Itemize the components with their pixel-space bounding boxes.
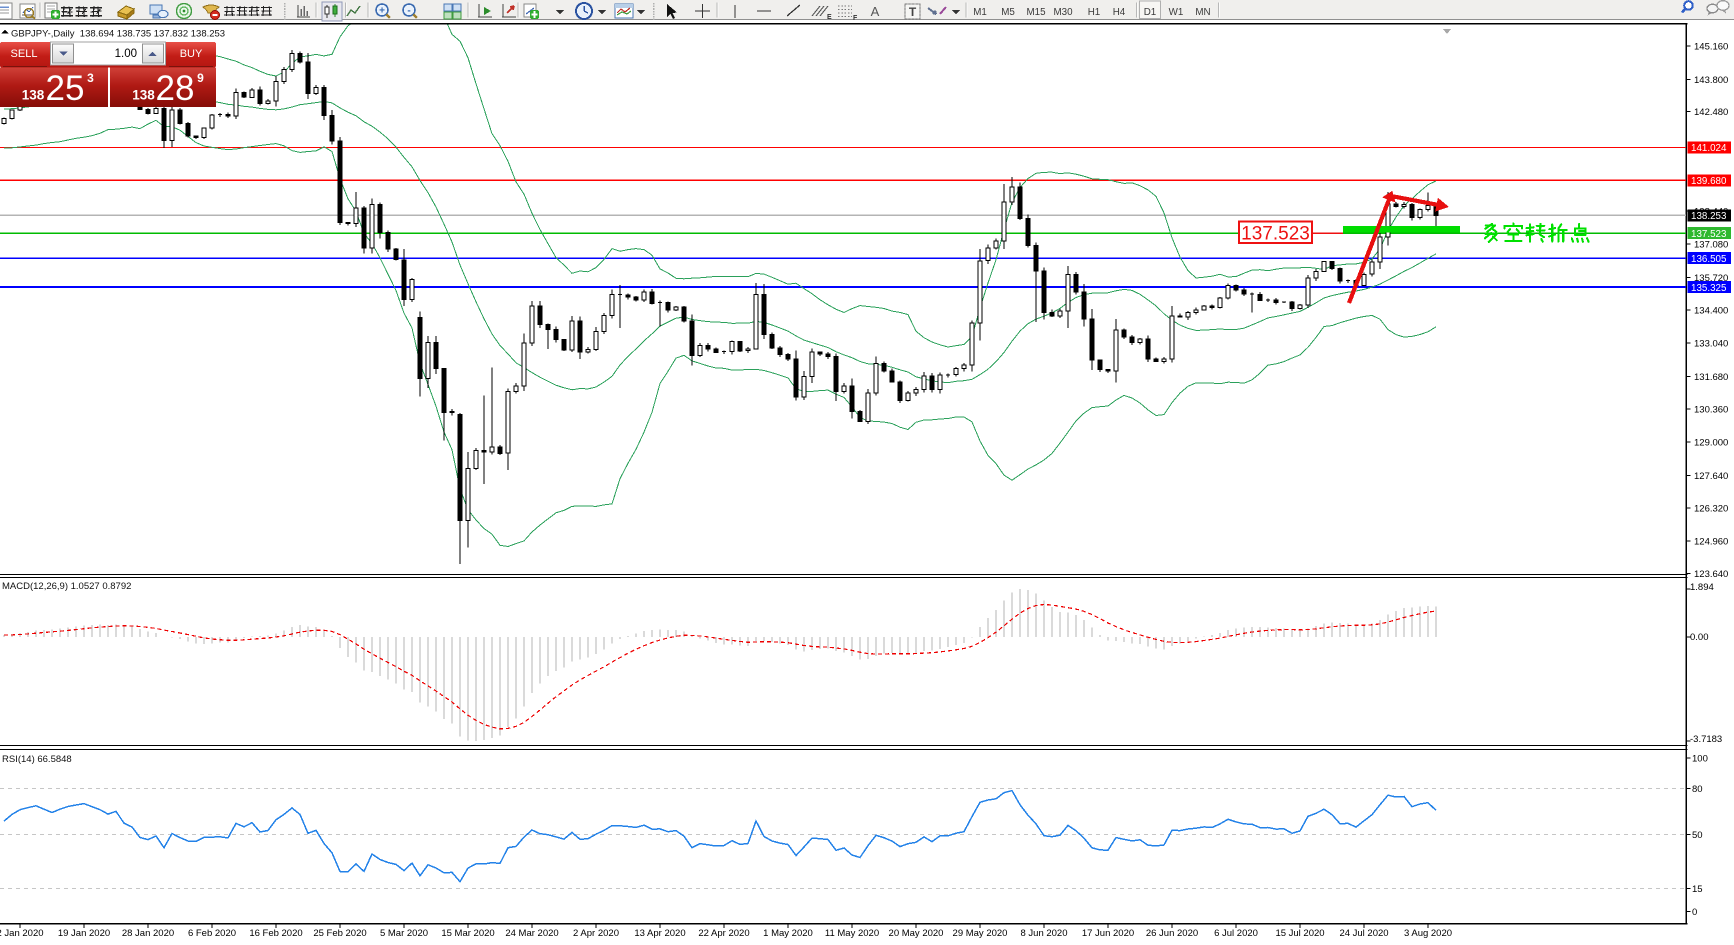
svg-text:28 Jan 2020: 28 Jan 2020 (122, 928, 174, 939)
svg-text:1 May 2020: 1 May 2020 (763, 928, 813, 939)
svg-text:BUY: BUY (180, 48, 203, 60)
svg-text:80: 80 (1692, 784, 1703, 795)
svg-text:5 Mar 2020: 5 Mar 2020 (380, 928, 428, 939)
svg-text:139.680: 139.680 (1691, 176, 1727, 187)
svg-text:124.960: 124.960 (1694, 537, 1728, 548)
svg-text:3 Aug 2020: 3 Aug 2020 (1404, 928, 1452, 939)
svg-text:6 Feb 2020: 6 Feb 2020 (188, 928, 236, 939)
svg-text:M15: M15 (1026, 7, 1046, 18)
svg-text:141.024: 141.024 (1691, 143, 1727, 154)
svg-text:143.800: 143.800 (1694, 75, 1728, 86)
svg-text:-3.7183: -3.7183 (1690, 734, 1722, 745)
svg-text:E: E (827, 14, 832, 21)
svg-text:MACD(12,26,9) 1.0527 0.8792: MACD(12,26,9) 1.0527 0.8792 (2, 581, 131, 592)
svg-text:24 Jul 2020: 24 Jul 2020 (1339, 928, 1388, 939)
svg-text:1.894: 1.894 (1690, 582, 1714, 593)
svg-text:138: 138 (132, 88, 155, 103)
svg-text:135.720: 135.720 (1694, 273, 1728, 284)
svg-text:6 Jul 2020: 6 Jul 2020 (1214, 928, 1258, 939)
svg-text:142.480: 142.480 (1694, 107, 1728, 118)
svg-text:129.000: 129.000 (1694, 438, 1728, 449)
svg-text:3: 3 (87, 71, 94, 85)
svg-text:M5: M5 (1001, 7, 1015, 18)
svg-text:GBPJPY-,Daily 138.694 138.735: GBPJPY-,Daily 138.694 138.735 137.832 13… (11, 29, 225, 40)
svg-text:13 Apr 2020: 13 Apr 2020 (634, 928, 685, 939)
svg-text:133.040: 133.040 (1694, 339, 1728, 350)
svg-text:138.253: 138.253 (1691, 211, 1727, 222)
svg-text:20 May 2020: 20 May 2020 (889, 928, 944, 939)
svg-text:22 Apr 2020: 22 Apr 2020 (698, 928, 749, 939)
svg-text:SELL: SELL (11, 48, 38, 60)
svg-text:15 Jul 2020: 15 Jul 2020 (1275, 928, 1324, 939)
svg-text:T: T (909, 5, 917, 19)
svg-text:16 Feb 2020: 16 Feb 2020 (249, 928, 302, 939)
svg-text:M1: M1 (973, 7, 987, 18)
svg-text:137.523: 137.523 (1241, 224, 1310, 245)
svg-text:0: 0 (1692, 907, 1697, 918)
svg-text:127.640: 127.640 (1694, 471, 1728, 482)
svg-text:0.00: 0.00 (1690, 632, 1709, 643)
svg-text:24 Mar 2020: 24 Mar 2020 (505, 928, 558, 939)
svg-text:H1: H1 (1088, 7, 1101, 18)
svg-text:15: 15 (1692, 884, 1703, 895)
svg-text:130.360: 130.360 (1694, 404, 1728, 415)
svg-text:28: 28 (156, 69, 195, 108)
svg-text:26 Jun 2020: 26 Jun 2020 (1146, 928, 1198, 939)
svg-text:D1: D1 (1144, 7, 1157, 18)
svg-text:126.320: 126.320 (1694, 503, 1728, 514)
svg-text:136.505: 136.505 (1691, 254, 1727, 265)
svg-text:M30: M30 (1053, 7, 1073, 18)
svg-text:H4: H4 (1113, 7, 1126, 18)
svg-text:25 Feb 2020: 25 Feb 2020 (313, 928, 366, 939)
svg-text:134.400: 134.400 (1694, 305, 1728, 316)
svg-text:15 Mar 2020: 15 Mar 2020 (441, 928, 494, 939)
svg-text:17 Jun 2020: 17 Jun 2020 (1082, 928, 1134, 939)
svg-text:A: A (871, 4, 880, 19)
svg-text:11 May 2020: 11 May 2020 (825, 928, 879, 939)
svg-text:8 Jun 2020: 8 Jun 2020 (1020, 928, 1067, 939)
svg-text:MN: MN (1195, 7, 1210, 18)
svg-text:50: 50 (1692, 830, 1703, 841)
svg-text:+: + (379, 6, 385, 17)
svg-text:RSI(14) 66.5848: RSI(14) 66.5848 (2, 754, 72, 765)
svg-text:1.00: 1.00 (115, 48, 137, 60)
svg-text:2 Apr 2020: 2 Apr 2020 (573, 928, 619, 939)
svg-text:123.640: 123.640 (1694, 569, 1728, 580)
svg-text:29 May 2020: 29 May 2020 (953, 928, 1008, 939)
svg-text:135.325: 135.325 (1691, 283, 1727, 294)
svg-text:9: 9 (197, 71, 204, 85)
svg-text:F: F (853, 15, 858, 22)
svg-text:25: 25 (46, 69, 85, 108)
svg-text:137.523: 137.523 (1691, 229, 1727, 240)
svg-text:138: 138 (22, 88, 45, 103)
svg-text:-: - (407, 6, 410, 17)
svg-text:131.680: 131.680 (1694, 372, 1728, 383)
svg-text:W1: W1 (1169, 7, 1184, 18)
svg-text:19 Jan 2020: 19 Jan 2020 (58, 928, 110, 939)
svg-text:145.160: 145.160 (1694, 42, 1728, 53)
svg-text:137.080: 137.080 (1694, 240, 1728, 251)
svg-text:2 Jan 2020: 2 Jan 2020 (0, 928, 44, 939)
svg-text:100: 100 (1692, 754, 1708, 765)
